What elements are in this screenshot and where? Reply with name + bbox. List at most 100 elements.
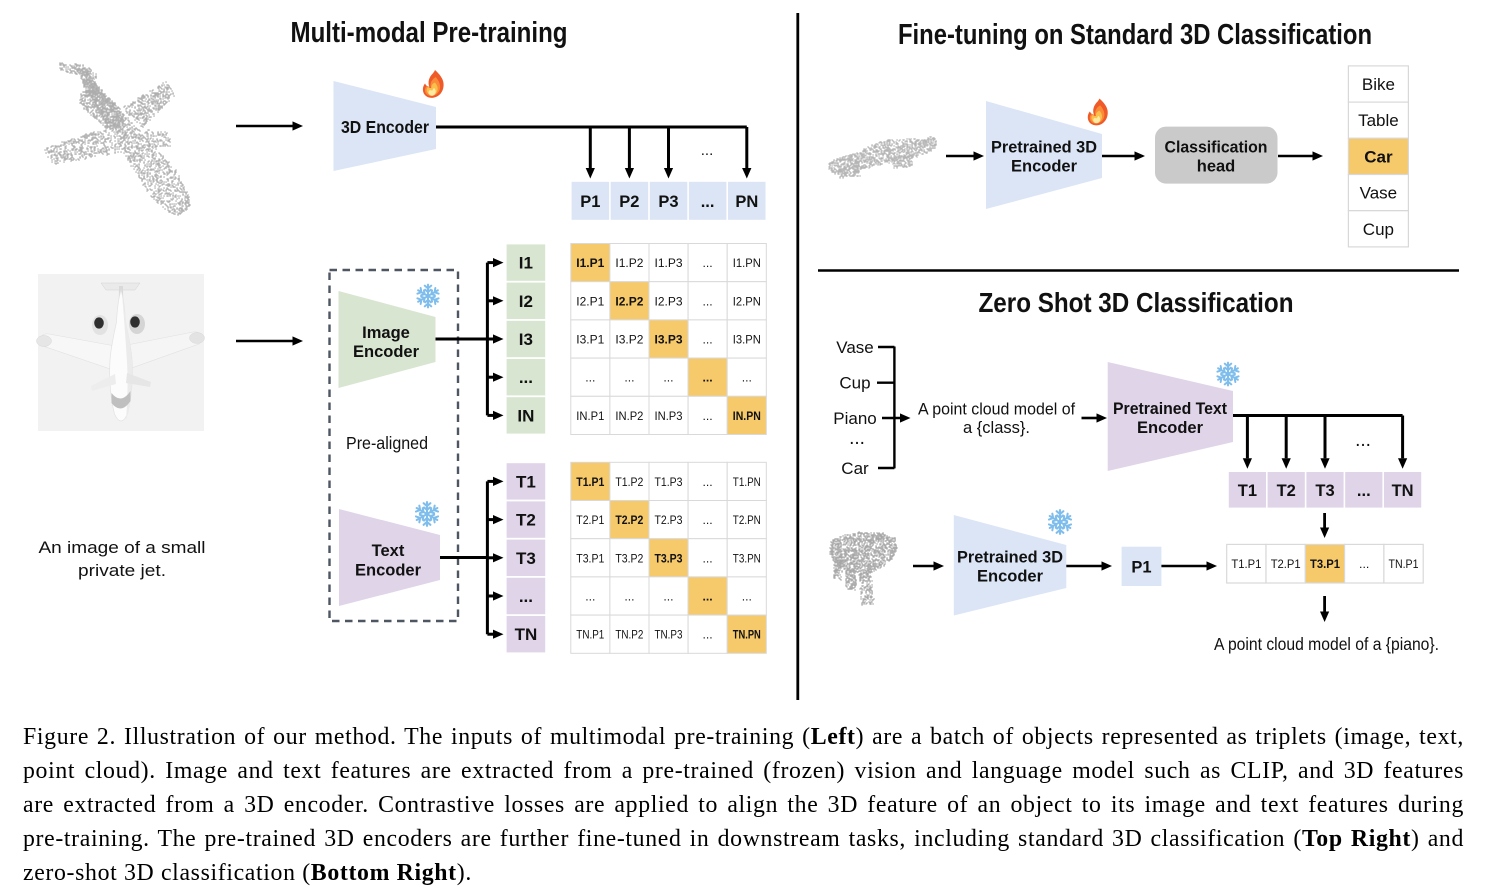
svg-text:TN: TN [515, 625, 538, 644]
svg-text:A point cloud model of: A point cloud model of [918, 401, 1075, 419]
svg-text:I2.P3: I2.P3 [655, 294, 683, 308]
svg-text:Encoder: Encoder [353, 343, 420, 361]
svg-text:T1.P1: T1.P1 [1231, 557, 1261, 571]
svg-text:PN: PN [735, 193, 758, 211]
svg-text:Pre-aligned: Pre-aligned [346, 433, 428, 453]
svg-text:T3: T3 [516, 549, 536, 568]
svg-text:Table: Table [1358, 111, 1399, 130]
svg-text:...: ... [663, 371, 673, 385]
svg-text:...: ... [1355, 430, 1371, 451]
svg-text:...: ... [585, 590, 595, 604]
svg-text:IN.P1: IN.P1 [576, 409, 604, 423]
svg-text:head: head [1197, 158, 1236, 176]
svg-text:Text: Text [372, 542, 405, 560]
svg-text:Pretrained Text: Pretrained Text [1113, 400, 1227, 418]
svg-text:Pretrained 3D: Pretrained 3D [957, 549, 1063, 567]
svg-text:private jet.: private jet. [78, 561, 166, 580]
svg-text:...: ... [624, 371, 634, 385]
svg-text:IN.P2: IN.P2 [615, 409, 643, 423]
svg-text:Vase: Vase [1360, 184, 1398, 203]
svg-text:...: ... [742, 371, 752, 385]
svg-text:T2.P3: T2.P3 [655, 513, 683, 527]
svg-text:Bike: Bike [1362, 75, 1395, 94]
svg-text:T1.PN: T1.PN [733, 475, 761, 489]
svg-text:...: ... [701, 142, 714, 159]
svg-text:A point cloud model of a {pian: A point cloud model of a {piano}. [1214, 634, 1439, 654]
svg-text:...: ... [703, 513, 713, 527]
svg-text:...: ... [663, 590, 673, 604]
svg-text:IN: IN [517, 406, 534, 425]
svg-text:...: ... [703, 256, 713, 270]
svg-text:Fine-tuning on Standard 3D Cla: Fine-tuning on Standard 3D Classificatio… [898, 19, 1372, 51]
svg-text:...: ... [703, 590, 713, 604]
svg-text:T2.P2: T2.P2 [615, 513, 643, 527]
svg-text:...: ... [703, 475, 713, 489]
svg-text:Encoder: Encoder [355, 562, 422, 580]
svg-text:T2: T2 [516, 511, 536, 530]
svg-text:I2: I2 [519, 292, 533, 311]
svg-text:TN: TN [1392, 482, 1414, 500]
svg-text:...: ... [703, 294, 713, 308]
svg-text:T1: T1 [1238, 482, 1257, 500]
svg-text:TN.PN: TN.PN [733, 628, 761, 642]
svg-text:I3.P2: I3.P2 [615, 333, 643, 347]
svg-text:...: ... [585, 371, 595, 385]
svg-text:Encoder: Encoder [977, 568, 1044, 586]
svg-text:...: ... [742, 590, 752, 604]
svg-text:P2: P2 [619, 193, 639, 211]
svg-text:IN.PN: IN.PN [733, 409, 761, 423]
svg-text:An image of a small: An image of a small [39, 538, 206, 557]
svg-text:I1.P1: I1.P1 [576, 256, 604, 270]
svg-text:I3.PN: I3.PN [733, 333, 761, 347]
svg-text:T2: T2 [1277, 482, 1296, 500]
svg-text:...: ... [624, 590, 634, 604]
svg-text:...: ... [703, 409, 713, 423]
svg-text:TN.P1: TN.P1 [576, 628, 604, 642]
svg-text:...: ... [849, 428, 865, 449]
svg-text:T3.P1: T3.P1 [576, 551, 604, 565]
svg-text:Car: Car [1364, 147, 1393, 166]
svg-text:a {class}.: a {class}. [963, 419, 1030, 437]
svg-text:T1.P3: T1.P3 [655, 475, 683, 489]
svg-text:T2.P1: T2.P1 [1271, 557, 1301, 571]
svg-text:T3.P2: T3.P2 [615, 551, 643, 565]
svg-text:...: ... [703, 551, 713, 565]
svg-text:...: ... [703, 628, 713, 642]
svg-text:Image: Image [362, 324, 410, 342]
svg-text:TN.P3: TN.P3 [655, 628, 683, 642]
svg-text:T1.P1: T1.P1 [576, 475, 604, 489]
svg-text:Encoder: Encoder [1137, 419, 1204, 437]
svg-text:Cup: Cup [839, 374, 870, 393]
svg-text:Piano: Piano [833, 409, 876, 428]
svg-text:T1: T1 [516, 472, 536, 491]
svg-text:Car: Car [841, 459, 869, 478]
svg-text:I3.P1: I3.P1 [576, 333, 604, 347]
svg-text:Pretrained 3D: Pretrained 3D [991, 139, 1097, 157]
svg-text:I1.P3: I1.P3 [655, 256, 683, 270]
svg-text:I2.PN: I2.PN [733, 294, 761, 308]
svg-text:IN.P3: IN.P3 [655, 409, 683, 423]
svg-text:Zero Shot 3D Classification: Zero Shot 3D Classification [979, 287, 1294, 318]
svg-text:T3.P1: T3.P1 [1310, 557, 1340, 571]
svg-text:Cup: Cup [1363, 220, 1394, 239]
svg-text:...: ... [519, 587, 533, 606]
svg-text:I2.P2: I2.P2 [615, 294, 643, 308]
svg-text:Vase: Vase [836, 338, 874, 357]
svg-text:Multi-modal Pre-training: Multi-modal Pre-training [291, 17, 568, 49]
svg-text:T2.P1: T2.P1 [576, 513, 604, 527]
svg-text:...: ... [701, 193, 715, 211]
svg-text:I1.PN: I1.PN [733, 256, 761, 270]
svg-text:T3.PN: T3.PN [733, 551, 761, 565]
svg-text:I2.P1: I2.P1 [576, 294, 604, 308]
svg-text:...: ... [1359, 557, 1369, 571]
svg-text:...: ... [703, 371, 713, 385]
svg-text:I3: I3 [519, 330, 533, 349]
svg-text:...: ... [703, 333, 713, 347]
svg-text:I1.P2: I1.P2 [615, 256, 643, 270]
svg-text:...: ... [519, 368, 533, 387]
svg-text:P1: P1 [580, 193, 600, 211]
svg-text:Encoder: Encoder [1011, 158, 1078, 176]
svg-text:T2.PN: T2.PN [733, 513, 761, 527]
svg-text:...: ... [1357, 482, 1371, 500]
svg-text:T1.P2: T1.P2 [615, 475, 643, 489]
